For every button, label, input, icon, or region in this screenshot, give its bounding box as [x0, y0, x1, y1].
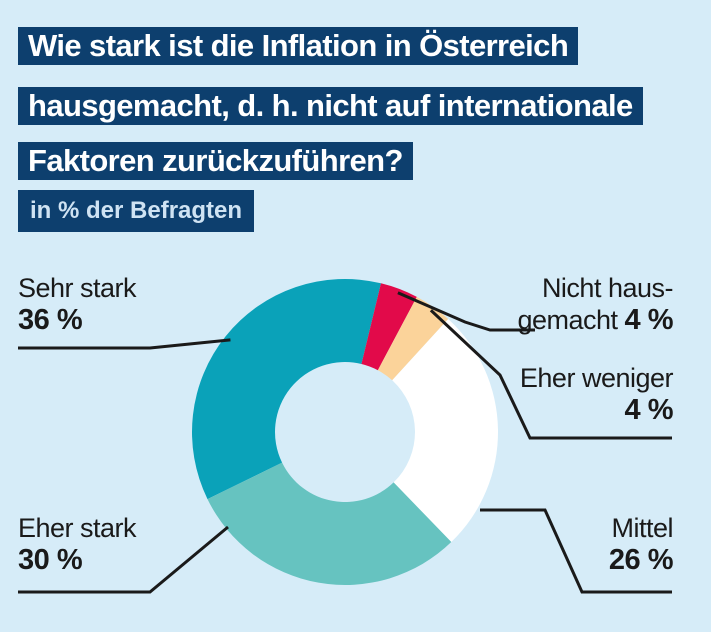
- label-eher-weniger: Eher weniger 4 %: [519, 362, 674, 426]
- slice-eher-stark: [207, 462, 452, 585]
- label-mittel: Mittel 26 %: [608, 512, 674, 576]
- label-nicht-hausgemacht: Nicht haus- gemacht 4 %: [517, 272, 673, 336]
- label-eher-weniger-name: Eher weniger: [519, 363, 674, 393]
- label-nicht-hausgemacht-line2: gemacht 4 %: [517, 304, 673, 336]
- label-mittel-pct: 26 %: [608, 544, 674, 576]
- label-sehr-stark-pct: 36 %: [18, 304, 83, 336]
- label-nicht-hausgemacht-name-1: Nicht haus-: [541, 273, 674, 303]
- leader-nicht-hausgemacht: [397, 291, 535, 332]
- label-eher-stark-name: Eher stark: [18, 513, 137, 543]
- label-mittel-name: Mittel: [611, 513, 673, 543]
- label-eher-weniger-pct: 4 %: [624, 394, 674, 426]
- label-eher-stark-pct: 30 %: [18, 544, 83, 576]
- leader-sehr-stark: [18, 338, 231, 350]
- label-sehr-stark-name: Sehr stark: [18, 273, 137, 303]
- leader-eher-stark: [18, 525, 229, 594]
- slice-nicht-hausgemacht: [361, 283, 417, 371]
- slice-eher-weniger: [377, 296, 449, 381]
- slice-sehr-stark: [192, 279, 381, 500]
- title-line-3: Faktoren zurückzuführen?: [18, 142, 413, 180]
- title-line-1: Wie stark ist die Inflation in Österreic…: [18, 27, 579, 65]
- leader-mittel: [480, 508, 672, 594]
- label-sehr-stark: Sehr stark 36 %: [18, 272, 137, 336]
- slice-mittel: [392, 319, 499, 543]
- subtitle: in % der Befragten: [18, 190, 255, 232]
- label-nicht-hausgemacht-name-2: gemacht: [517, 305, 618, 335]
- label-eher-stark: Eher stark 30 %: [18, 512, 137, 576]
- label-nicht-hausgemacht-pct: 4 %: [624, 304, 674, 336]
- leader-eher-weniger: [429, 309, 672, 440]
- title-line-2: hausgemacht, d. h. nicht auf internation…: [18, 87, 643, 125]
